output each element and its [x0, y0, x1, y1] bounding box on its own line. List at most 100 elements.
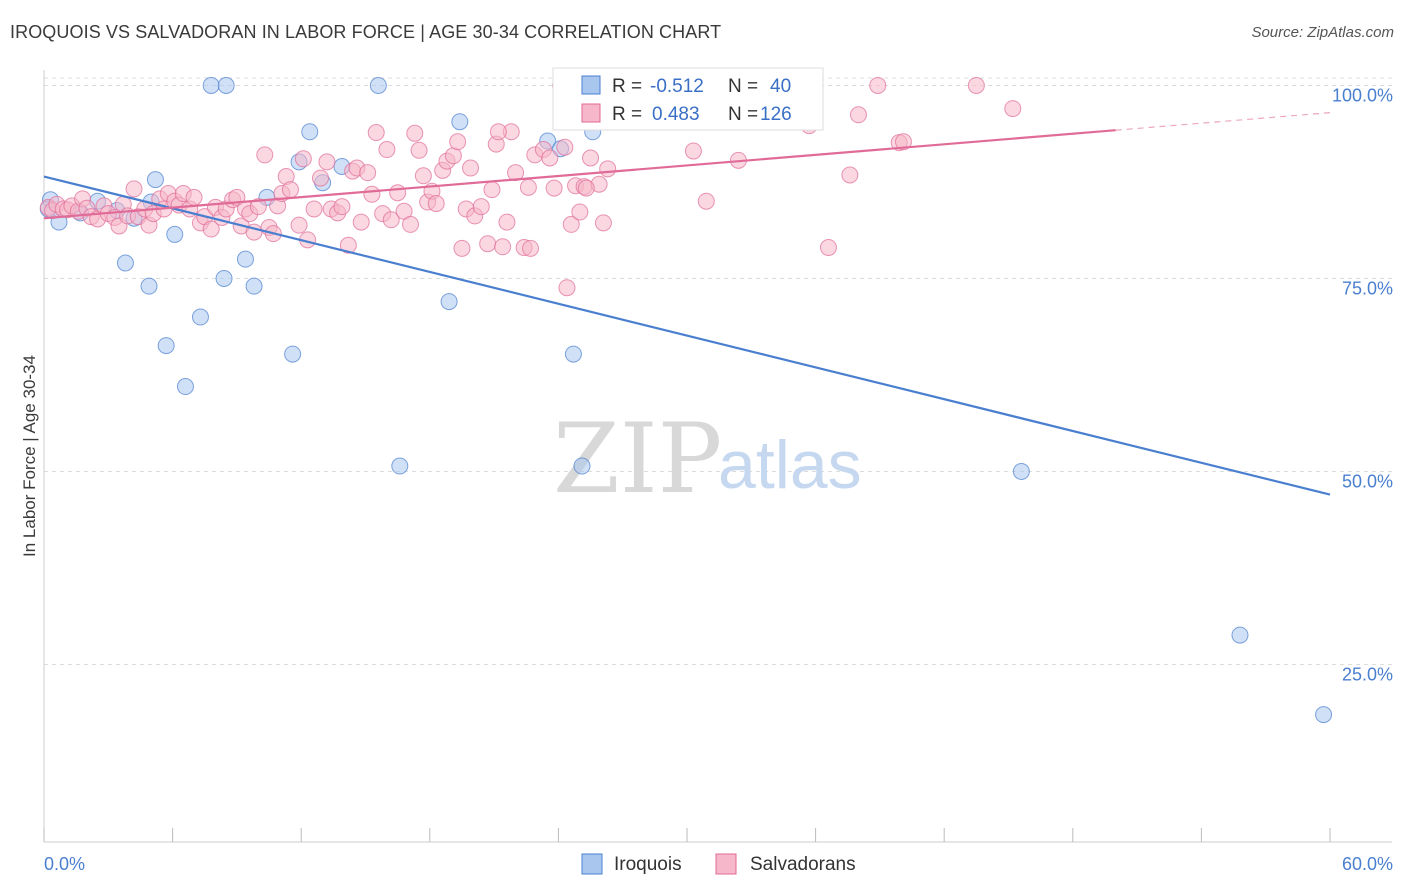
grid: [44, 77, 1392, 665]
bottom-legend-iroquois: Iroquois: [614, 854, 682, 875]
point-salvadorans: [599, 160, 617, 178]
point-iroquois: [236, 250, 254, 268]
legend-r-label: R =: [612, 104, 642, 125]
point-salvadorans: [571, 203, 589, 221]
point-iroquois: [440, 293, 458, 311]
point-iroquois: [451, 113, 469, 131]
legend-swatch-iroquois: [581, 75, 601, 95]
legend-swatch-salvadorans: [581, 103, 601, 123]
point-salvadorans: [311, 169, 329, 187]
point-salvadorans: [697, 192, 715, 210]
x-tick-label: 60.0%: [1342, 854, 1393, 874]
point-salvadorans: [562, 215, 580, 233]
point-salvadorans: [367, 124, 385, 142]
y-tick-label: 25.0%: [1342, 664, 1393, 684]
bottom-legend-swatch-salvadorans: [715, 853, 737, 875]
point-salvadorans: [507, 164, 525, 182]
point-iroquois: [284, 345, 302, 363]
point-salvadorans: [339, 236, 357, 254]
point-salvadorans: [541, 149, 559, 167]
y-tick-labels: 25.0% 50.0% 75.0% 100.0%: [1332, 85, 1393, 684]
point-iroquois: [176, 378, 194, 396]
point-salvadorans: [359, 164, 377, 182]
chart-title: IROQUOIS VS SALVADORAN IN LABOR FORCE | …: [10, 22, 722, 42]
point-salvadorans: [462, 159, 480, 177]
point-salvadorans: [545, 179, 563, 197]
point-salvadorans: [556, 138, 574, 156]
point-iroquois: [573, 457, 591, 475]
x-tick-label: 0.0%: [44, 854, 85, 874]
legend-n-label: N =: [728, 104, 758, 125]
point-salvadorans: [1004, 100, 1022, 118]
point-salvadorans: [318, 153, 336, 171]
point-iroquois: [217, 76, 235, 94]
point-iroquois: [166, 225, 184, 243]
trend-line-iroquois: [43, 175, 1331, 496]
point-iroquois: [202, 76, 220, 94]
point-iroquois: [116, 254, 134, 272]
point-salvadorans: [378, 141, 396, 159]
point-salvadorans: [869, 76, 887, 94]
trend-lines: [43, 112, 1331, 496]
point-salvadorans: [427, 195, 445, 213]
point-salvadorans: [410, 141, 428, 159]
point-salvadorans: [256, 146, 274, 164]
point-salvadorans: [684, 142, 702, 160]
point-salvadorans: [125, 180, 143, 198]
point-salvadorans: [894, 133, 912, 151]
y-tick-label: 50.0%: [1342, 471, 1393, 491]
point-salvadorans: [494, 238, 512, 256]
point-iroquois: [369, 76, 387, 94]
stats-legend: R = -0.512 N = 40 R = 0.483 N = 126: [552, 67, 824, 131]
point-iroquois: [191, 308, 209, 326]
y-tick-label: 100.0%: [1332, 85, 1393, 105]
trend-line-salvadorans: [43, 129, 1116, 220]
point-salvadorans: [472, 198, 490, 216]
legend-n-value: 126: [760, 104, 792, 125]
point-salvadorans: [406, 124, 424, 142]
point-salvadorans: [594, 214, 612, 232]
point-salvadorans: [522, 239, 540, 257]
point-salvadorans: [290, 216, 308, 234]
point-salvadorans: [382, 211, 400, 229]
y-tick-label: 75.0%: [1342, 278, 1393, 298]
point-salvadorans: [519, 178, 537, 196]
point-iroquois: [391, 457, 409, 475]
legend-n-label: N =: [728, 76, 758, 97]
point-salvadorans: [558, 279, 576, 297]
point-salvadorans: [453, 239, 471, 257]
point-iroquois: [1315, 706, 1333, 724]
point-iroquois: [140, 277, 158, 295]
point-salvadorans: [305, 200, 323, 218]
point-salvadorans: [202, 220, 220, 238]
point-iroquois: [146, 171, 164, 189]
legend-r-label: R =: [612, 76, 642, 97]
bottom-legend-swatch-iroquois: [581, 853, 603, 875]
point-iroquois: [301, 123, 319, 141]
point-salvadorans: [414, 167, 432, 185]
point-salvadorans: [294, 150, 312, 168]
point-salvadorans: [483, 181, 501, 199]
point-iroquois: [245, 277, 263, 295]
point-salvadorans: [402, 215, 420, 233]
point-salvadorans: [352, 213, 370, 231]
x-tick-labels: 0.0% 60.0%: [44, 854, 1393, 874]
point-salvadorans: [363, 185, 381, 203]
point-salvadorans: [281, 181, 299, 199]
point-iroquois: [564, 345, 582, 363]
legend-r-value: 0.483: [652, 104, 700, 125]
legend-r-value: -0.512: [650, 76, 704, 97]
legend-n-value: 40: [770, 76, 791, 97]
point-salvadorans: [333, 198, 351, 216]
data-points: [39, 76, 1333, 724]
point-iroquois: [157, 337, 175, 355]
bottom-legend-salvadorans: Salvadorans: [750, 854, 856, 875]
point-salvadorans: [185, 188, 203, 206]
point-salvadorans: [967, 76, 985, 94]
point-salvadorans: [449, 133, 467, 151]
point-salvadorans: [479, 235, 497, 253]
source-label: Source: ZipAtlas.com: [1251, 24, 1394, 41]
point-salvadorans: [249, 198, 267, 216]
point-salvadorans: [577, 179, 595, 197]
